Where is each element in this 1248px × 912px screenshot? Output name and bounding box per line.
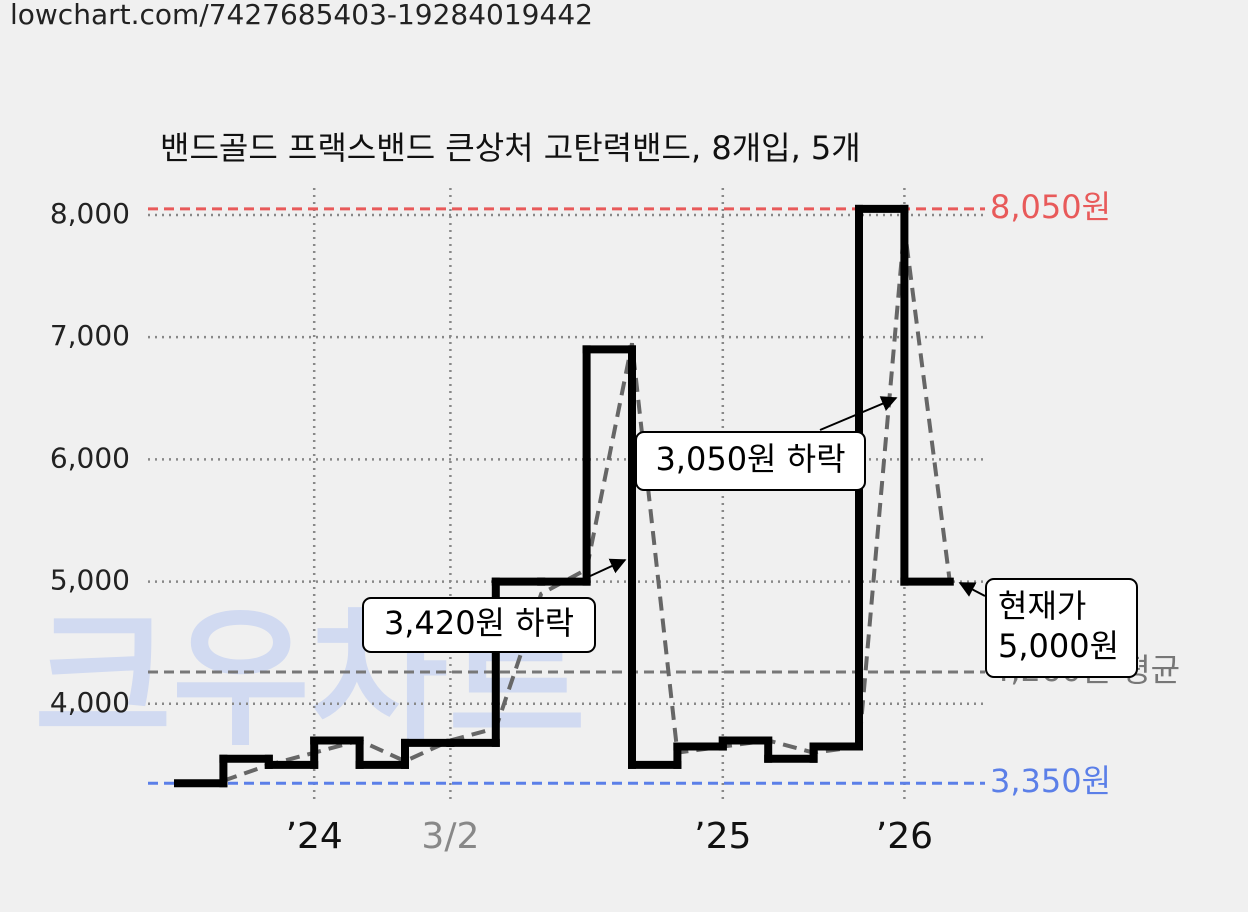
annotation-text: 3,420원 하락 (384, 604, 574, 642)
y-tick-label: 4,000 (50, 686, 130, 719)
annotation-box (985, 578, 1138, 678)
annotation-text: 3,050원 하락 (655, 440, 845, 478)
annotation: 3,050원 하락 (635, 396, 898, 491)
annotation-arrow (819, 396, 898, 431)
y-tick-label: 7,000 (50, 319, 130, 352)
annotation: 3,420원 하락 (362, 558, 627, 653)
annotation-text: 현재가 (998, 587, 1086, 625)
url: lowchart.com/7427685403-19284019442 (10, 0, 593, 31)
annotation-arrow (958, 582, 986, 597)
reference-label: 8,050원 (990, 188, 1111, 226)
annotation-box (635, 431, 866, 491)
y-tick-label: 8,000 (50, 197, 130, 230)
x-tick-label: 3/2 (421, 816, 479, 857)
y-tick-label: 5,000 (50, 564, 130, 597)
reference-label: 3,350원 (990, 762, 1111, 800)
annotation-box (362, 597, 596, 653)
y-tick-label: 6,000 (50, 441, 130, 474)
trend-line (222, 226, 952, 783)
x-tick-label: ’24 (286, 816, 343, 857)
annotation-text: 5,000원 (998, 627, 1119, 665)
x-tick-label: ’25 (694, 816, 751, 857)
annotation-arrow (574, 558, 627, 584)
x-tick-label: ’26 (876, 816, 933, 857)
chart-title: 밴드골드 프랙스밴드 큰상처 고탄력밴드, 8개입, 5개 (160, 129, 861, 167)
